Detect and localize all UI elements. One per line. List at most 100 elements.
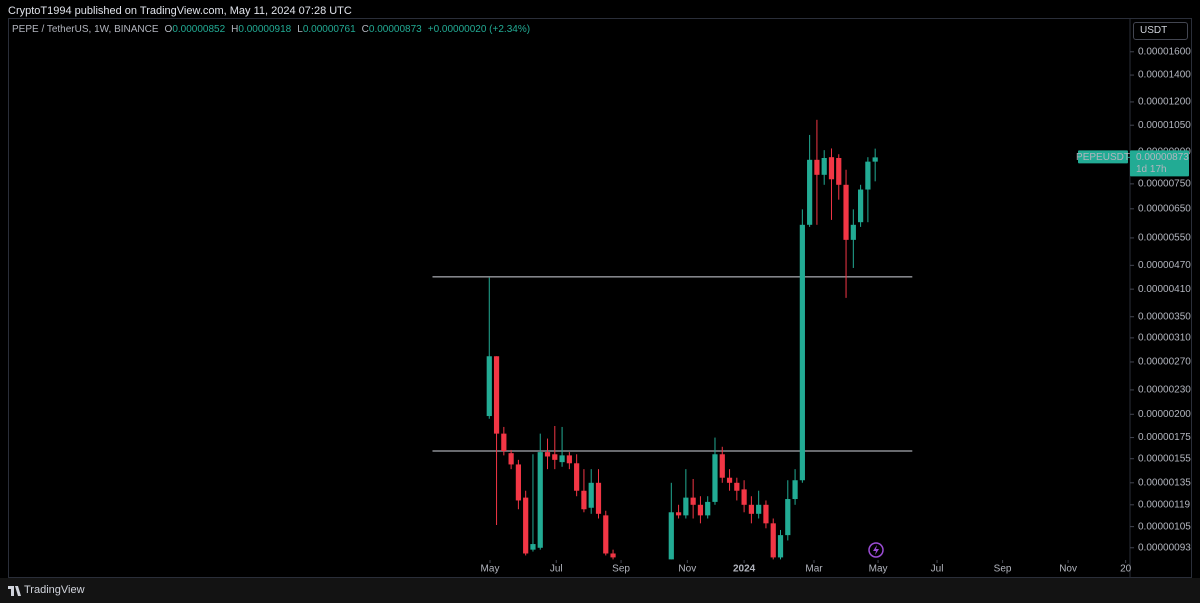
y-tick-label: 0.00000230 [1138,385,1191,396]
candle-body [544,452,551,457]
candle-body [588,482,594,508]
candle-body [719,454,725,478]
candle-body [566,455,572,464]
candle-body [792,480,798,500]
y-tick-label: 0.00000200 [1138,409,1191,420]
y-tick-label: 0.00001050 [1138,120,1191,131]
candle-body [858,189,864,223]
candle-body [508,453,514,465]
candle-body [799,224,805,481]
candle-body [763,504,769,524]
x-tick-label: Nov [1059,564,1077,575]
candle-body [785,499,791,536]
y-tick-label: 0.00000750 [1138,179,1191,190]
y-tick-label: 0.00000410 [1138,284,1191,295]
ohlc-value: 0.00000761 [302,24,356,35]
y-tick-label: 0.00000135 [1138,477,1191,488]
publish-note: CryptoT1994 published on TradingView.com… [8,5,352,17]
candle-body [807,159,813,225]
x-tick-label: Jul [550,564,563,575]
candle-body [741,489,747,505]
change: +0.00000020 (+2.34%) [427,24,531,35]
candle-body [872,157,878,162]
candle-body [559,455,565,463]
countdown-label: 1d 17h [1136,164,1167,175]
candle-body [574,463,580,491]
ohlc-key: L [297,24,303,35]
candle-body [493,356,500,434]
candle-body [552,454,558,460]
candle-body [523,497,529,554]
brand-logo [8,586,22,596]
candle-body [865,161,871,190]
y-tick-label: 0.00000550 [1138,233,1191,244]
candle-body [537,452,543,548]
brand: TradingView [24,584,85,596]
y-tick-label: 0.00000119 [1138,499,1191,510]
ohlc-value: 0.00000918 [238,24,292,35]
x-tick-label: Jul [931,564,944,575]
x-tick-label: 2024 [733,564,756,575]
candle-body [486,356,492,417]
y-tick-label: 0.00000105 [1138,521,1191,532]
ohlc-key: H [231,24,239,35]
y-tick-label: 0.00001200 [1138,97,1191,108]
price-tag-label: 0.00000873 [1136,152,1189,163]
plot-area [432,119,913,560]
y-tick-label: 0.00000650 [1138,203,1191,214]
y-tick-label: 0.00001600 [1138,46,1191,57]
chart-frame [8,18,1192,578]
candle-body [697,504,704,516]
candle-body [595,482,602,514]
candle-body [683,497,689,516]
price-tag [1130,150,1189,177]
candle-body [675,512,682,516]
candle-body [734,482,740,491]
x-tick-label: Sep [612,564,630,575]
candle-body [530,544,536,550]
candle-body [501,433,507,452]
candle-body [836,157,842,185]
candle-body [850,224,856,240]
alert-icon [868,542,884,558]
currency-button[interactable]: USDT [1133,22,1188,40]
ohlc-value: 0.00000852 [172,24,226,35]
y-tick-label: 0.00000310 [1138,333,1191,344]
x-tick-label: May [481,564,500,575]
candle-body [756,504,762,514]
candle-body [610,553,616,558]
candle-body [814,159,820,175]
y-tick-label: 0.00000155 [1138,453,1191,464]
candle-body [828,157,835,180]
y-tick-label: 0.00000175 [1138,432,1191,443]
symbol-tag-label: PEPEUSDT [1076,152,1130,163]
candle-body [515,464,521,501]
candle-body [705,501,711,516]
footer: TradingView [0,578,1200,603]
candle-body [748,504,754,514]
x-tick-label: Nov [678,564,696,575]
x-tick-label: Sep [994,564,1012,575]
candle-body [726,477,733,483]
candle-body [843,184,849,240]
y-tick-label: 0.00000270 [1138,357,1191,368]
symbol-tag [1078,150,1128,164]
y-tick-label: 0.00000470 [1138,260,1191,271]
candle-body [821,157,827,175]
candle-body [770,523,776,558]
y-tick-label: 0.00001400 [1138,70,1191,81]
y-tick-label: 0.00000350 [1138,311,1191,322]
ohlc-key: C [361,24,369,35]
candle-body [581,490,587,510]
legend: PEPE / TetherUS, 1W, BINANCE O 0.00000852… [12,24,530,35]
x-tick-label: Mar [805,564,823,575]
candle-body [777,535,784,558]
symbol-title: PEPE / TetherUS, 1W, BINANCE [12,24,159,35]
candle-body [690,497,696,505]
candle-body [603,515,609,554]
ohlc-value: 0.00000873 [368,24,422,35]
ohlc-key: O [164,24,173,35]
candle-body [712,454,718,502]
